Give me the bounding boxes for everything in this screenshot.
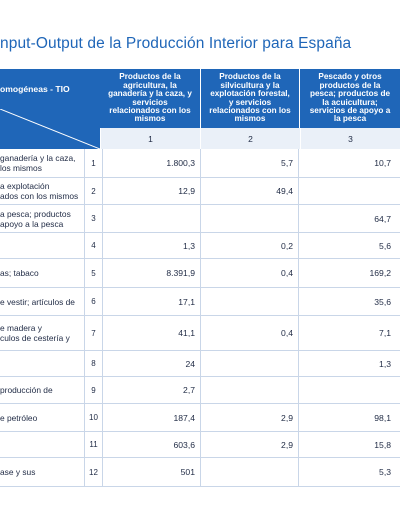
- cell-col-2: [200, 458, 298, 486]
- cell-col-3: 15,8: [298, 432, 400, 457]
- cell-col-1: 1,3: [102, 233, 200, 258]
- row-number: 2: [84, 178, 102, 204]
- row-label: a pesca; productos apoyo a la pesca: [0, 208, 71, 229]
- table-row: ganadería y la caza, los mismos 1 1.800,…: [0, 149, 400, 178]
- cell-col-3: [298, 377, 400, 403]
- row-number: 8: [84, 351, 102, 376]
- cell-col-1: 187,4: [102, 404, 200, 431]
- table-row: as; tabaco 5 8.391,9 0,4 169,2: [0, 259, 400, 288]
- page-title: nput-Output de la Producción Interior pa…: [0, 35, 352, 52]
- table-row: e vestir; artículos de 6 17,1 35,6: [0, 288, 400, 316]
- row-label: e petróleo: [0, 412, 38, 423]
- cell-col-3: [298, 178, 400, 204]
- cell-col-2: [200, 351, 298, 376]
- cell-col-2: 0,4: [200, 259, 298, 287]
- column-header-3: Pescado y otros productos de la pesca; p…: [300, 69, 400, 128]
- cell-col-3: 5,3: [298, 458, 400, 486]
- cell-col-2: [200, 288, 298, 315]
- column-number-2: 2: [200, 128, 300, 149]
- row-label: ganadería y la caza, los mismos: [0, 153, 76, 173]
- row-label: ase y sus: [0, 467, 36, 477]
- row-label: a explotación ados con los mismos: [0, 181, 79, 201]
- table-row: producción de 9 2,7: [0, 377, 400, 404]
- row-number: 9: [84, 377, 102, 403]
- cell-col-3: 1,3: [298, 351, 400, 376]
- row-label: [0, 432, 84, 457]
- row-label: as; tabaco: [0, 268, 39, 278]
- row-number: 11: [84, 432, 102, 457]
- column-number-1: 1: [100, 128, 200, 149]
- cell-col-1: 12,9: [102, 178, 200, 204]
- cell-col-1: 2,7: [102, 377, 200, 403]
- cell-col-2: 49,4: [200, 178, 298, 204]
- cell-col-1: 17,1: [102, 288, 200, 315]
- cell-col-3: 7,1: [298, 316, 400, 350]
- cell-col-3: 35,6: [298, 288, 400, 315]
- column-header-2: Productos de la silvicultura y la explot…: [201, 69, 299, 128]
- cell-col-3: 64,7: [298, 205, 400, 232]
- cell-col-2: 2,9: [200, 432, 298, 457]
- header-divider: [299, 69, 300, 128]
- row-number: 5: [84, 259, 102, 287]
- cell-col-3: 169,2: [298, 259, 400, 287]
- cell-col-1: 24: [102, 351, 200, 376]
- cell-col-1: 501: [102, 458, 200, 486]
- cell-col-1: 8.391,9: [102, 259, 200, 287]
- row-number: 7: [84, 316, 102, 350]
- row-label: e madera y culos de cestería y: [0, 323, 70, 343]
- row-number: 3: [84, 205, 102, 232]
- row-label: producción de: [0, 385, 53, 395]
- row-number: 1: [84, 149, 102, 177]
- table-row: a pesca; productos apoyo a la pesca 3 64…: [0, 205, 400, 233]
- row-number: 10: [84, 404, 102, 431]
- row-number: 12: [84, 458, 102, 486]
- cell-col-1: 41,1: [102, 316, 200, 350]
- table-row: e madera y culos de cestería y 7 41,1 0,…: [0, 316, 400, 351]
- cell-col-2: 2,9: [200, 404, 298, 431]
- cell-col-2: 0,2: [200, 233, 298, 258]
- cell-col-1: 1.800,3: [102, 149, 200, 177]
- row-label: [0, 233, 84, 258]
- header-row-label: omogéneas - TIO: [0, 69, 100, 109]
- cell-col-3: 10,7: [298, 149, 400, 177]
- table-row: a explotación ados con los mismos 2 12,9…: [0, 178, 400, 205]
- cell-col-1: 603,6: [102, 432, 200, 457]
- row-number: 4: [84, 233, 102, 258]
- header-diagonal-line: [0, 109, 100, 149]
- cell-col-2: [200, 205, 298, 232]
- table-row: 4 1,3 0,2 5,6: [0, 233, 400, 259]
- table-row: e petróleo 10 187,4 2,9 98,1: [0, 404, 400, 432]
- cell-col-2: 5,7: [200, 149, 298, 177]
- cell-col-2: [200, 377, 298, 403]
- cell-col-3: 98,1: [298, 404, 400, 431]
- column-number-3: 3: [300, 128, 400, 149]
- row-label: e vestir; artículos de: [0, 296, 75, 307]
- table-row: 8 24 1,3: [0, 351, 400, 377]
- header-divider: [200, 69, 201, 128]
- table-row: ase y sus 12 501 5,3: [0, 458, 400, 487]
- cell-col-3: 5,6: [298, 233, 400, 258]
- table-row: 11 603,6 2,9 15,8: [0, 432, 400, 458]
- cell-col-1: [102, 205, 200, 232]
- column-header-1: Productos de la agricultura, la ganaderí…: [100, 69, 200, 128]
- cell-col-2: 0,4: [200, 316, 298, 350]
- row-label: [0, 351, 84, 376]
- row-number: 6: [84, 288, 102, 315]
